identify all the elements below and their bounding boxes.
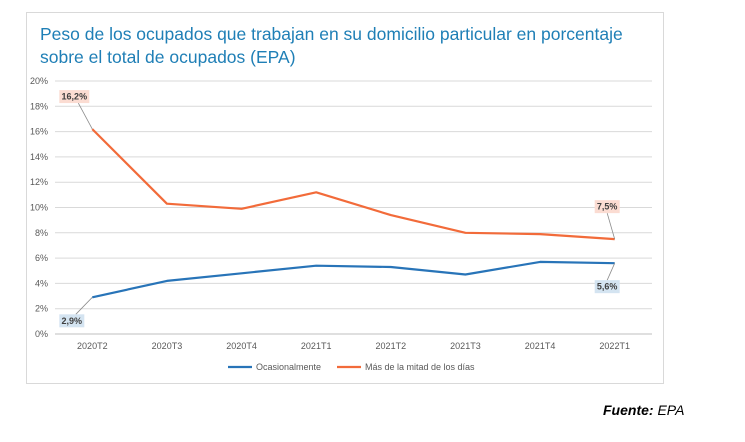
x-tick-label: 2021T3 <box>450 341 481 351</box>
data-label-box <box>594 280 620 294</box>
legend-label: Ocasionalmente <box>256 362 321 372</box>
x-tick-label: 2021T1 <box>301 341 332 351</box>
y-tick-label: 10% <box>30 203 48 213</box>
series-line-ocasionalmente <box>92 260 615 299</box>
y-tick-label: 8% <box>35 228 48 238</box>
y-tick-label: 4% <box>35 278 48 288</box>
y-tick-label: 2% <box>35 304 48 314</box>
x-tick-label: 2021T2 <box>376 341 407 351</box>
source-value: EPA <box>657 402 685 418</box>
x-tick-label: 2020T4 <box>226 341 257 351</box>
data-label: 16,2% <box>62 92 88 102</box>
y-tick-label: 6% <box>35 253 48 263</box>
y-tick-label: 20% <box>30 76 48 86</box>
y-tick-label: 12% <box>30 177 48 187</box>
data-label: 2,9% <box>62 316 83 326</box>
data-label: 5,6% <box>597 282 618 292</box>
data-label-leader <box>75 297 93 315</box>
series-line-mas-de-la-mitad <box>91 128 615 241</box>
x-tick-label: 2020T3 <box>152 341 183 351</box>
source-label: Fuente <box>603 402 649 418</box>
data-label-leader <box>77 102 93 130</box>
data-label-box <box>59 90 90 104</box>
y-tick-label: 16% <box>30 127 48 137</box>
x-tick-label: 2020T2 <box>77 341 108 351</box>
chart-title: Peso de los ocupados que trabajan en su … <box>40 24 623 67</box>
data-label-leader <box>606 262 616 281</box>
x-tick-label: 2021T4 <box>525 341 556 351</box>
data-label: 7,5% <box>597 202 618 212</box>
chart-frame: Peso de los ocupados que trabajan en su … <box>26 12 664 384</box>
data-label-leader <box>606 213 616 240</box>
y-tick-label: 18% <box>30 101 48 111</box>
legend-label: Más de la mitad de los días <box>365 362 475 372</box>
y-tick-label: 14% <box>30 152 48 162</box>
source-note: Fuente: EPA <box>603 402 685 418</box>
data-label-box <box>594 200 620 214</box>
x-tick-label: 2022T1 <box>599 341 630 351</box>
data-label-box <box>59 314 85 328</box>
y-tick-label: 0% <box>35 329 48 339</box>
